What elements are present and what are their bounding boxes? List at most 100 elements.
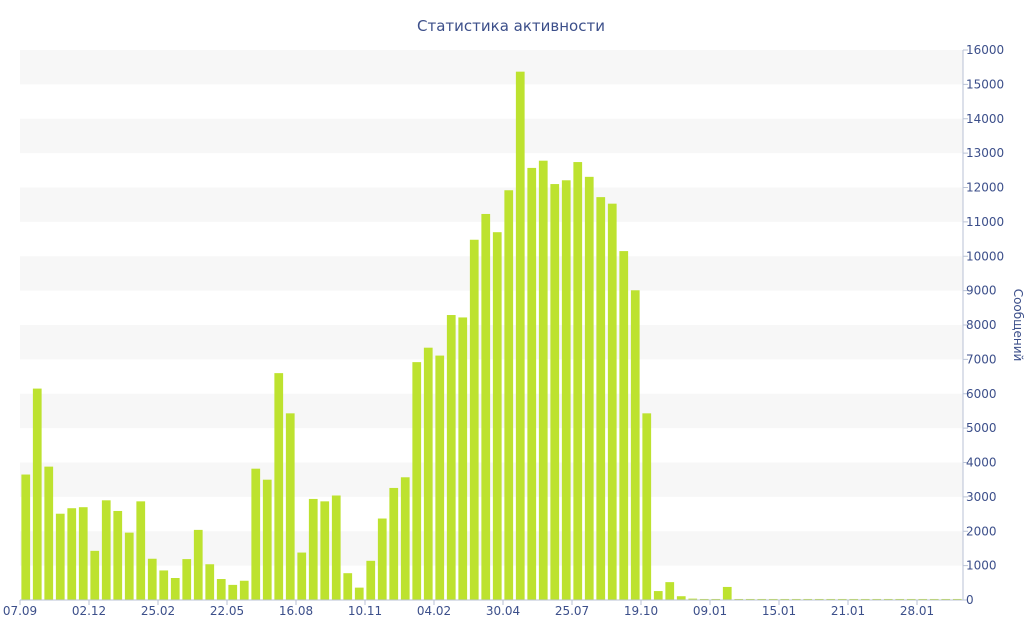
- bar: [872, 598, 882, 600]
- bar: [814, 598, 824, 600]
- bar: [481, 213, 491, 600]
- bar: [642, 413, 652, 600]
- bar: [251, 468, 261, 600]
- bar: [722, 586, 732, 600]
- bar: [423, 347, 433, 600]
- y-tick-label: 1000: [966, 559, 997, 573]
- bar: [55, 513, 65, 600]
- bar: [745, 598, 755, 600]
- bar: [262, 479, 272, 600]
- y-tick-label: 9000: [966, 284, 997, 298]
- bar: [159, 570, 169, 600]
- bar: [803, 598, 813, 600]
- x-tick-label: 16.08: [279, 604, 313, 618]
- bar: [630, 290, 640, 600]
- bar: [676, 596, 686, 600]
- x-tick-label: 25.02: [141, 604, 175, 618]
- bar: [515, 71, 525, 600]
- bar: [768, 598, 778, 600]
- bar: [492, 232, 502, 600]
- bar: [860, 598, 870, 600]
- bar: [136, 501, 146, 600]
- bar: [458, 317, 468, 600]
- bar: [377, 518, 387, 600]
- bar: [297, 552, 307, 600]
- bar: [826, 598, 836, 600]
- bar: [320, 501, 330, 600]
- bar: [653, 591, 663, 600]
- bar: [228, 584, 238, 601]
- y-tick-label: 0: [966, 593, 974, 607]
- bar: [44, 466, 54, 601]
- bar: [596, 197, 606, 601]
- x-tick-label: 30.04: [486, 604, 520, 618]
- x-tick-label: 09.01: [693, 604, 727, 618]
- bar: [21, 474, 31, 600]
- x-tick-label: 22.05: [210, 604, 244, 618]
- y-tick-label: 12000: [966, 181, 1004, 195]
- bar: [699, 598, 709, 600]
- x-tick-label: 07.09: [3, 604, 37, 618]
- y-tick-label: 7000: [966, 352, 997, 366]
- bar: [561, 180, 571, 600]
- x-tick-label: 19.10: [624, 604, 658, 618]
- grid-band: [20, 462, 963, 497]
- bar: [619, 251, 629, 600]
- y-tick-label: 4000: [966, 456, 997, 470]
- bar: [734, 598, 744, 600]
- bar: [941, 598, 951, 600]
- bar: [331, 495, 341, 600]
- bar: [883, 598, 893, 600]
- bar: [239, 580, 249, 600]
- bar: [918, 598, 928, 600]
- bar: [389, 487, 399, 600]
- x-tick-label: 10.11: [348, 604, 382, 618]
- y-tick-label: 3000: [966, 490, 997, 504]
- bar: [274, 373, 284, 601]
- grid-band: [20, 50, 963, 85]
- bar: [182, 559, 192, 600]
- bar: [400, 477, 410, 600]
- bar: [688, 598, 698, 601]
- bar: [435, 355, 445, 600]
- y-tick-label: 16000: [966, 43, 1004, 57]
- bar: [607, 203, 617, 600]
- bar: [32, 388, 42, 600]
- bar: [906, 598, 916, 600]
- bar: [849, 598, 859, 600]
- x-tick-label: 21.01: [831, 604, 865, 618]
- bar: [354, 587, 364, 601]
- grid-band: [20, 187, 963, 222]
- axes-group: 0 1000 2000 3000 4000 5000 6000 7000 8000 9000 100…: [3, 43, 1004, 618]
- chart-title: Статистика активности: [417, 17, 605, 35]
- bar: [527, 167, 537, 600]
- bar: [101, 500, 111, 600]
- bar: [285, 413, 295, 600]
- y-tick-label: 11000: [966, 215, 1004, 229]
- bar: [216, 579, 226, 600]
- bar: [469, 239, 479, 600]
- bar: [550, 184, 560, 600]
- bar: [205, 564, 215, 600]
- x-tick-label: 15.01: [762, 604, 796, 618]
- bar: [837, 598, 847, 600]
- bar: [170, 578, 180, 600]
- x-tick-label: 04.02: [417, 604, 451, 618]
- bar: [193, 529, 203, 601]
- bar: [929, 598, 939, 600]
- bar: [573, 162, 583, 600]
- y-axis-label: Сообщений: [1011, 289, 1024, 362]
- x-tick-label: 28.01: [900, 604, 934, 618]
- bar: [78, 507, 88, 600]
- y-tick-label: 13000: [966, 146, 1004, 160]
- bar: [791, 598, 801, 600]
- bar: [67, 508, 77, 600]
- bar: [538, 160, 548, 600]
- grid-band: [20, 325, 963, 360]
- grid-band: [20, 118, 963, 154]
- bar: [124, 532, 134, 601]
- bar: [780, 598, 790, 600]
- bar: [308, 498, 318, 600]
- grid-bands: [20, 50, 963, 566]
